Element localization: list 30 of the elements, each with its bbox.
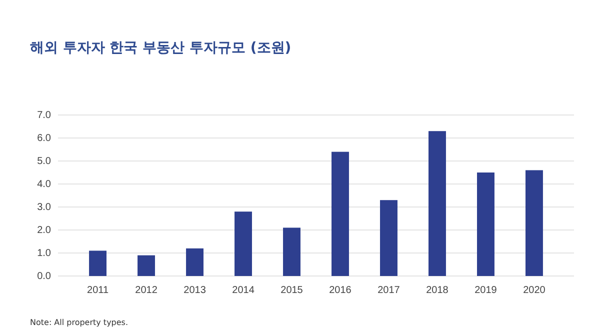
x-tick-label: 2018 [426,285,449,296]
x-tick-label: 2014 [232,285,255,296]
bar [380,200,398,276]
y-tick-label: 4.0 [37,179,52,190]
bar [332,152,349,276]
x-tick-label: 2011 [87,285,109,296]
bar [186,248,204,276]
x-tick-label: 2020 [523,285,546,296]
chart-title: 해외 투자자 한국 부동산 투자규모 (조원) [30,40,292,56]
x-tick-label: 2016 [329,285,352,296]
bar [477,172,494,276]
x-tick-label: 2012 [135,285,158,296]
x-tick-label: 2013 [184,285,206,296]
x-tick-label: 2017 [378,285,400,296]
y-tick-label: 1.0 [37,248,52,260]
bar [526,170,543,276]
bar [138,255,155,276]
bar [89,250,106,276]
y-tick-label: 2.0 [37,225,52,236]
x-tick-label: 2019 [474,285,498,296]
x-tick-label: 2015 [280,285,304,296]
text: Note: All property types. [30,318,128,327]
y-tick-label: 6.0 [37,133,52,144]
bar [234,212,252,276]
bar [428,131,446,276]
y-tick-label: 0.0 [37,271,52,282]
y-tick-label: 7.0 [37,110,52,122]
bar [283,228,300,276]
y-tick-label: 3.0 [37,202,52,214]
y-tick-label: 5.0 [37,156,52,168]
